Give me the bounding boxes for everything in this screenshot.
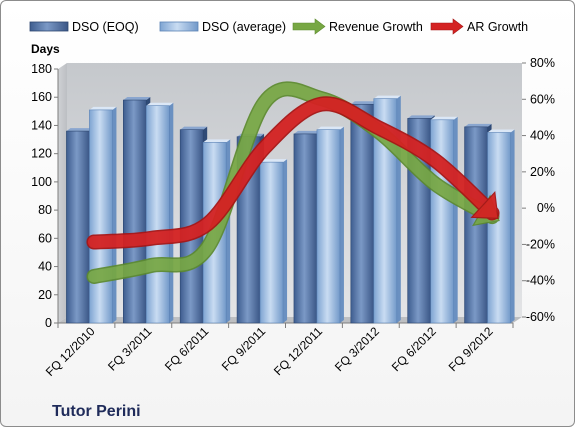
bar-side xyxy=(339,126,344,323)
right-axis-ticks: -60% -40% -20% 0% 20% 40% 60% 80% xyxy=(522,56,555,324)
bar-top xyxy=(407,115,435,119)
bar-top xyxy=(123,97,151,101)
legend-arrow-ar-growth xyxy=(430,18,464,35)
bar-top xyxy=(180,126,208,130)
bar-front xyxy=(123,99,147,324)
legend-item-dso-average: DSO (average) xyxy=(159,20,286,34)
left-tick-label: 100 xyxy=(31,175,52,189)
left-tick-label: 60 xyxy=(38,231,52,245)
side-wall xyxy=(58,63,67,323)
left-tick-label: 180 xyxy=(31,62,52,76)
bar-top xyxy=(66,128,94,132)
bar-front xyxy=(66,130,90,324)
right-tick-label: 80% xyxy=(530,56,555,70)
bar-side xyxy=(112,106,117,323)
bar-dso-average xyxy=(430,116,458,324)
bar-dso-average xyxy=(259,159,288,324)
legend-label-dso-eoq: DSO (EOQ) xyxy=(72,20,139,34)
y-axis-title: Days xyxy=(31,42,60,56)
right-tick-label: -20% xyxy=(526,237,555,251)
bar-top xyxy=(373,95,401,99)
bar-top xyxy=(293,130,321,134)
company-label: Tutor Perini xyxy=(52,403,141,420)
line-arrowhead xyxy=(470,190,499,220)
bar-top xyxy=(203,139,231,143)
bar-top xyxy=(350,101,378,105)
bar-front xyxy=(430,119,454,324)
left-tick-label: 80 xyxy=(38,203,52,217)
bar-front xyxy=(259,161,284,324)
left-tick-label: 40 xyxy=(38,260,52,274)
floor xyxy=(58,317,522,323)
bar-top xyxy=(316,126,344,130)
bar-side xyxy=(453,116,458,323)
bar-top xyxy=(464,123,492,127)
bar-dso-average xyxy=(316,126,344,324)
bar-top xyxy=(260,159,288,163)
legend-swatch-dso-average xyxy=(159,21,199,32)
right-tick-label: 60% xyxy=(530,92,555,106)
bar-side xyxy=(510,129,515,323)
chart-legend: DSO (EOQ) DSO (average) Revenue Growth A… xyxy=(29,18,528,35)
x-tick-label: FQ 6/2011 xyxy=(162,324,212,374)
legend-label-dso-average: DSO (average) xyxy=(202,20,286,34)
left-tick-label: 160 xyxy=(31,90,52,104)
left-tick-label: 120 xyxy=(31,147,52,161)
right-tick-label: 20% xyxy=(530,165,555,179)
x-tick-label: FQ 12/2010 xyxy=(43,324,98,379)
x-tick-label: FQ 3/2012 xyxy=(332,324,382,374)
right-tick-label: 40% xyxy=(530,129,555,143)
x-tick-label: FQ 9/2011 xyxy=(219,324,269,374)
legend-arrow-revenue-growth xyxy=(292,18,326,35)
line-series xyxy=(86,81,500,284)
right-tick-label: -60% xyxy=(526,310,555,324)
bar-side xyxy=(169,102,174,323)
x-tick-label: FQ 12/2011 xyxy=(271,324,325,378)
bar-side xyxy=(226,139,231,323)
left-tick-label: 0 xyxy=(45,316,52,330)
right-tick-label: -40% xyxy=(526,274,555,288)
left-tick-label: 20 xyxy=(38,288,52,302)
legend-label-ar-growth: AR Growth xyxy=(467,20,528,34)
bar-top xyxy=(89,106,117,110)
bar-top xyxy=(487,129,515,133)
line-ar-growth xyxy=(86,96,500,250)
legend-item-dso-eoq: DSO (EOQ) xyxy=(29,20,139,34)
bar-front xyxy=(316,129,341,324)
bar-front xyxy=(146,105,170,324)
line-stroke xyxy=(87,97,499,248)
bar-dso-average xyxy=(146,102,174,324)
left-tick-label: 140 xyxy=(31,118,52,132)
bar-side xyxy=(283,159,288,323)
legend-label-revenue-growth: Revenue Growth xyxy=(329,20,423,34)
bar-front xyxy=(373,98,398,324)
legend-item-revenue-growth: Revenue Growth xyxy=(292,18,423,35)
bar-front xyxy=(487,132,511,324)
bar-front xyxy=(89,109,113,324)
bar-dso-average xyxy=(89,106,117,324)
legend-item-ar-growth: AR Growth xyxy=(430,18,528,35)
bar-front xyxy=(293,133,318,324)
bar-front xyxy=(350,103,375,324)
legend-swatch-dso-eoq xyxy=(29,21,69,32)
line-stroke xyxy=(87,82,499,283)
x-tick-label: FQ 6/2012 xyxy=(389,324,439,374)
bar-top xyxy=(146,102,174,106)
right-tick-label: 0% xyxy=(537,201,555,215)
x-tick-label: FQ 3/2011 xyxy=(105,324,155,374)
bar-dso-average xyxy=(487,129,515,324)
left-axis-ticks: 0 20 40 60 80 100 120 140 160 180 xyxy=(31,62,58,330)
bar-top xyxy=(430,116,458,120)
x-axis-ticks: FQ 12/2010 FQ 3/2011 FQ 6/2011 FQ 9/2011 FQ … xyxy=(43,323,514,379)
x-tick-label: FQ 9/2012 xyxy=(446,324,496,374)
